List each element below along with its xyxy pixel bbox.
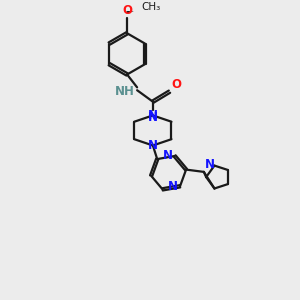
Text: N: N <box>204 158 214 171</box>
Text: N: N <box>148 139 158 152</box>
Text: N: N <box>148 109 158 122</box>
Text: N: N <box>168 180 178 194</box>
Text: O: O <box>122 4 132 17</box>
Text: N: N <box>163 149 173 162</box>
Text: O: O <box>171 78 181 91</box>
Text: CH₃: CH₃ <box>141 2 161 13</box>
Text: NH: NH <box>114 85 134 98</box>
Text: N: N <box>148 111 158 124</box>
